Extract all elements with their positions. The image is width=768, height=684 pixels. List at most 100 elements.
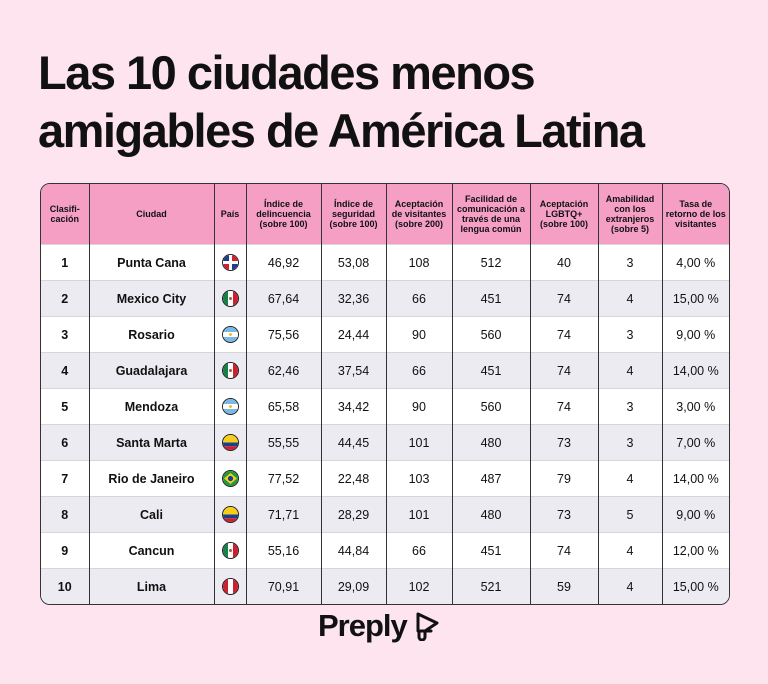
flag-cell xyxy=(213,460,246,497)
return-cell: 3,00 % xyxy=(661,388,729,425)
visitors-cell: 101 xyxy=(385,496,452,533)
flag-cell xyxy=(213,568,246,604)
lgbtq-cell: 74 xyxy=(529,532,598,569)
rank-cell: 8 xyxy=(41,496,89,533)
friendliness-cell: 4 xyxy=(597,460,662,497)
lgbtq-cell: 73 xyxy=(529,496,598,533)
return-cell: 4,00 % xyxy=(661,244,729,281)
table-row: 5 Mendoza 65,58 34,42 90 560 74 3 3,00 % xyxy=(41,388,729,425)
visitors-cell: 103 xyxy=(385,460,452,497)
visitors-cell: 101 xyxy=(385,424,452,461)
language-cell: 560 xyxy=(451,316,530,353)
city-cell: Lima xyxy=(88,568,214,604)
flag-argentina-icon xyxy=(221,398,239,415)
return-cell: 14,00 % xyxy=(661,460,729,497)
crime-cell: 46,92 xyxy=(245,244,321,281)
crime-cell: 75,56 xyxy=(245,316,321,353)
flag-cell xyxy=(213,280,246,317)
visitors-cell: 108 xyxy=(385,244,452,281)
return-cell: 9,00 % xyxy=(661,316,729,353)
safety-cell: 44,84 xyxy=(320,532,386,569)
safety-cell: 44,45 xyxy=(320,424,386,461)
friendliness-cell: 3 xyxy=(597,316,662,353)
column-header: Ciudad xyxy=(88,184,214,245)
friendliness-cell: 4 xyxy=(597,352,662,389)
friendliness-cell: 3 xyxy=(597,244,662,281)
flag-cell xyxy=(213,244,246,281)
rank-cell: 6 xyxy=(41,424,89,461)
flag-cell xyxy=(213,532,246,569)
friendliness-cell: 4 xyxy=(597,532,662,569)
city-cell: Mexico City xyxy=(88,280,214,317)
language-cell: 480 xyxy=(451,496,530,533)
return-cell: 7,00 % xyxy=(661,424,729,461)
table-row: 8 Cali 71,71 28,29 101 480 73 5 9,00 % xyxy=(41,496,729,533)
table-row: 9 Cancun 55,16 44,84 66 451 74 4 12,00 % xyxy=(41,532,729,569)
table-row: 3 Rosario 75,56 24,44 90 560 74 3 9,00 % xyxy=(41,316,729,353)
return-cell: 12,00 % xyxy=(661,532,729,569)
rank-cell: 4 xyxy=(41,352,89,389)
visitors-cell: 66 xyxy=(385,280,452,317)
flag-cell xyxy=(213,496,246,533)
rank-cell: 7 xyxy=(41,460,89,497)
column-header: Índice de delincuencia (sobre 100) xyxy=(245,184,321,245)
ranking-table: Clasifi-cación Ciudad País Índice de delinc… xyxy=(40,183,730,605)
column-header: Tasa de retorno de los visitantes xyxy=(661,184,729,245)
language-cell: 487 xyxy=(451,460,530,497)
table-row: 1 Punta Cana 46,92 53,08 108 512 40 3 4,00 % xyxy=(41,244,729,281)
table-row: 6 Santa Marta 55,55 44,45 101 480 73 3 7,00 % xyxy=(41,424,729,461)
visitors-cell: 90 xyxy=(385,388,452,425)
lgbtq-cell: 73 xyxy=(529,424,598,461)
rank-cell: 3 xyxy=(41,316,89,353)
flag-colombia-icon xyxy=(221,434,239,451)
crime-cell: 65,58 xyxy=(245,388,321,425)
friendliness-cell: 3 xyxy=(597,424,662,461)
city-cell: Mendoza xyxy=(88,388,214,425)
crime-cell: 70,91 xyxy=(245,568,321,604)
language-cell: 512 xyxy=(451,244,530,281)
flag-peru-icon xyxy=(221,578,239,595)
safety-cell: 28,29 xyxy=(320,496,386,533)
safety-cell: 32,36 xyxy=(320,280,386,317)
column-header: Índice de seguridad (sobre 100) xyxy=(320,184,386,245)
language-cell: 560 xyxy=(451,388,530,425)
flag-cell xyxy=(213,388,246,425)
return-cell: 14,00 % xyxy=(661,352,729,389)
safety-cell: 24,44 xyxy=(320,316,386,353)
page-title: Las 10 ciudades menos amigables de Améric… xyxy=(38,44,645,160)
rank-cell: 5 xyxy=(41,388,89,425)
crime-cell: 71,71 xyxy=(245,496,321,533)
rank-cell: 10 xyxy=(41,568,89,604)
flag-mexico-icon xyxy=(221,542,239,559)
language-cell: 451 xyxy=(451,280,530,317)
flag-mexico-icon xyxy=(221,362,239,379)
city-cell: Santa Marta xyxy=(88,424,214,461)
lgbtq-cell: 79 xyxy=(529,460,598,497)
lgbtq-cell: 74 xyxy=(529,388,598,425)
friendliness-cell: 5 xyxy=(597,496,662,533)
flag-cell xyxy=(213,316,246,353)
table-row: 4 Guadalajara 62,46 37,54 66 451 74 4 14,00 % xyxy=(41,352,729,389)
column-header: País xyxy=(213,184,246,245)
visitors-cell: 66 xyxy=(385,352,452,389)
city-cell: Rosario xyxy=(88,316,214,353)
crime-cell: 77,52 xyxy=(245,460,321,497)
rank-cell: 1 xyxy=(41,244,89,281)
friendliness-cell: 3 xyxy=(597,388,662,425)
title-line-2: amigables de América Latina xyxy=(38,104,645,157)
table-row: 10 Lima 70,91 29,09 102 521 59 4 15,00 % xyxy=(41,568,729,604)
language-cell: 451 xyxy=(451,352,530,389)
lgbtq-cell: 40 xyxy=(529,244,598,281)
preply-logo-icon xyxy=(416,612,439,641)
crime-cell: 67,64 xyxy=(245,280,321,317)
flag-cell xyxy=(213,424,246,461)
city-cell: Guadalajara xyxy=(88,352,214,389)
flag-cell xyxy=(213,352,246,389)
city-cell: Rio de Janeiro xyxy=(88,460,214,497)
language-cell: 521 xyxy=(451,568,530,604)
column-header: Facilidad de comunicación a través de un… xyxy=(451,184,530,245)
flag-mexico-icon xyxy=(221,290,239,307)
column-header: Amabilidad con los extranjeros (sobre 5) xyxy=(597,184,662,245)
visitors-cell: 90 xyxy=(385,316,452,353)
city-cell: Cancun xyxy=(88,532,214,569)
